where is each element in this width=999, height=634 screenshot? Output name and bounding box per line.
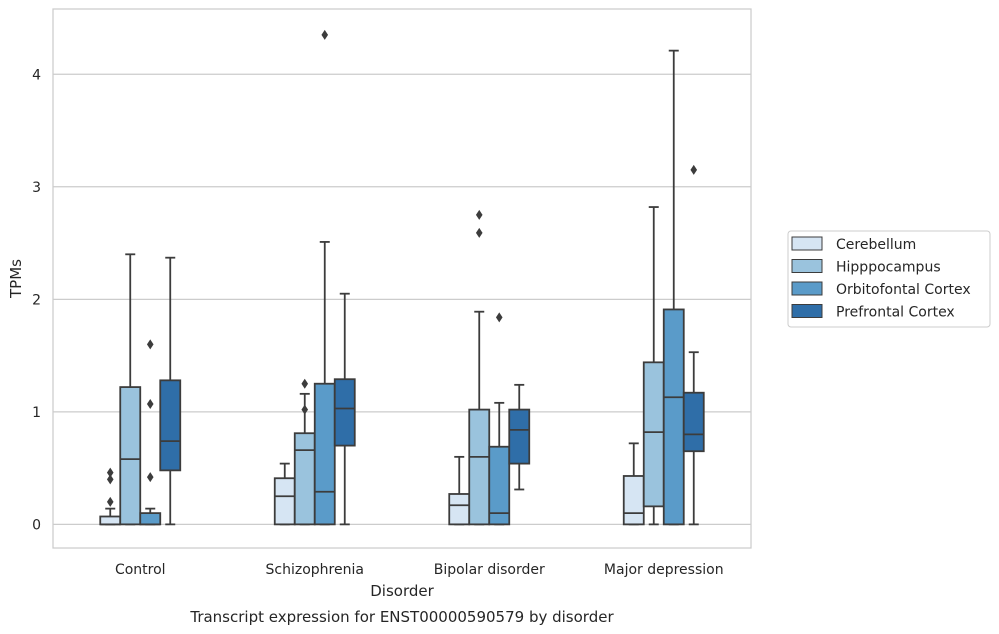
box-group — [333, 292, 356, 526]
iqr-box — [313, 382, 336, 526]
outlier-point — [106, 474, 114, 485]
y-axis-label: TPMs — [7, 259, 25, 299]
outlier-point — [475, 209, 483, 220]
outlier-point — [146, 339, 154, 350]
y-tick-label: 1 — [32, 405, 41, 421]
iqr-box — [468, 408, 491, 526]
box-group — [622, 442, 645, 526]
iqr-box — [333, 378, 356, 447]
outlier-point — [146, 472, 154, 483]
iqr-box — [159, 379, 182, 472]
legend-label: Orbitofontal Cortex — [836, 282, 971, 298]
legend-label: Cerebellum — [836, 237, 916, 253]
plot-frame — [52, 8, 752, 549]
iqr-box — [273, 477, 296, 526]
outlier-point — [106, 496, 114, 507]
iqr-box — [622, 475, 645, 526]
iqr-box — [488, 445, 511, 526]
y-tick-label: 0 — [32, 517, 41, 533]
x-tick-label: Schizophrenia — [266, 562, 364, 578]
iqr-box — [682, 391, 705, 453]
outlier-point — [690, 164, 698, 175]
x-tick-label: Bipolar disorder — [434, 562, 545, 578]
iqr-box — [119, 386, 142, 526]
box-group — [682, 164, 705, 526]
legend-swatch — [791, 281, 823, 296]
outlier-point — [146, 398, 154, 409]
legend-swatch — [791, 236, 823, 251]
outlier-point — [475, 227, 483, 238]
iqr-box — [448, 493, 471, 526]
plot-area — [99, 29, 705, 526]
chart-caption: Transcript expression for ENST0000059057… — [189, 608, 614, 626]
legend-swatch — [791, 304, 823, 318]
y-axis-ticks: 0 1 2 3 4 — [32, 67, 41, 533]
legend-label: Hipppocampus — [836, 260, 941, 276]
outlier-point — [106, 467, 114, 478]
legend-box — [787, 230, 991, 328]
x-tick-label: Major depression — [604, 562, 724, 578]
box-group — [119, 253, 142, 526]
outlier-point — [321, 29, 329, 40]
x-axis-label: Disorder — [370, 582, 434, 600]
outlier-point — [301, 378, 309, 389]
x-axis-ticks: Control Schizophrenia Bipolar disorder Majo… — [115, 562, 724, 578]
iqr-box — [139, 512, 162, 526]
legend-swatch — [791, 259, 823, 273]
x-tick-label: Control — [115, 562, 166, 578]
legend-label: Prefrontal Cortex — [836, 305, 955, 321]
box-group — [159, 256, 182, 526]
iqr-box — [293, 432, 316, 526]
box-group — [508, 383, 531, 491]
box-group — [99, 467, 122, 526]
iqr-box — [642, 361, 665, 508]
box-group — [139, 339, 162, 526]
legend: Cerebellum Hipppocampus Orbitofontal Corte… — [787, 230, 991, 328]
iqr-box — [662, 308, 685, 526]
outlier-point — [495, 312, 503, 323]
y-tick-label: 3 — [32, 180, 41, 196]
box-group — [313, 29, 336, 526]
outlier-point — [301, 404, 309, 415]
iqr-box — [99, 515, 122, 526]
y-tick-label: 2 — [32, 292, 41, 308]
box-group — [488, 312, 511, 526]
y-tick-label: 4 — [32, 67, 41, 83]
iqr-box — [508, 408, 531, 465]
